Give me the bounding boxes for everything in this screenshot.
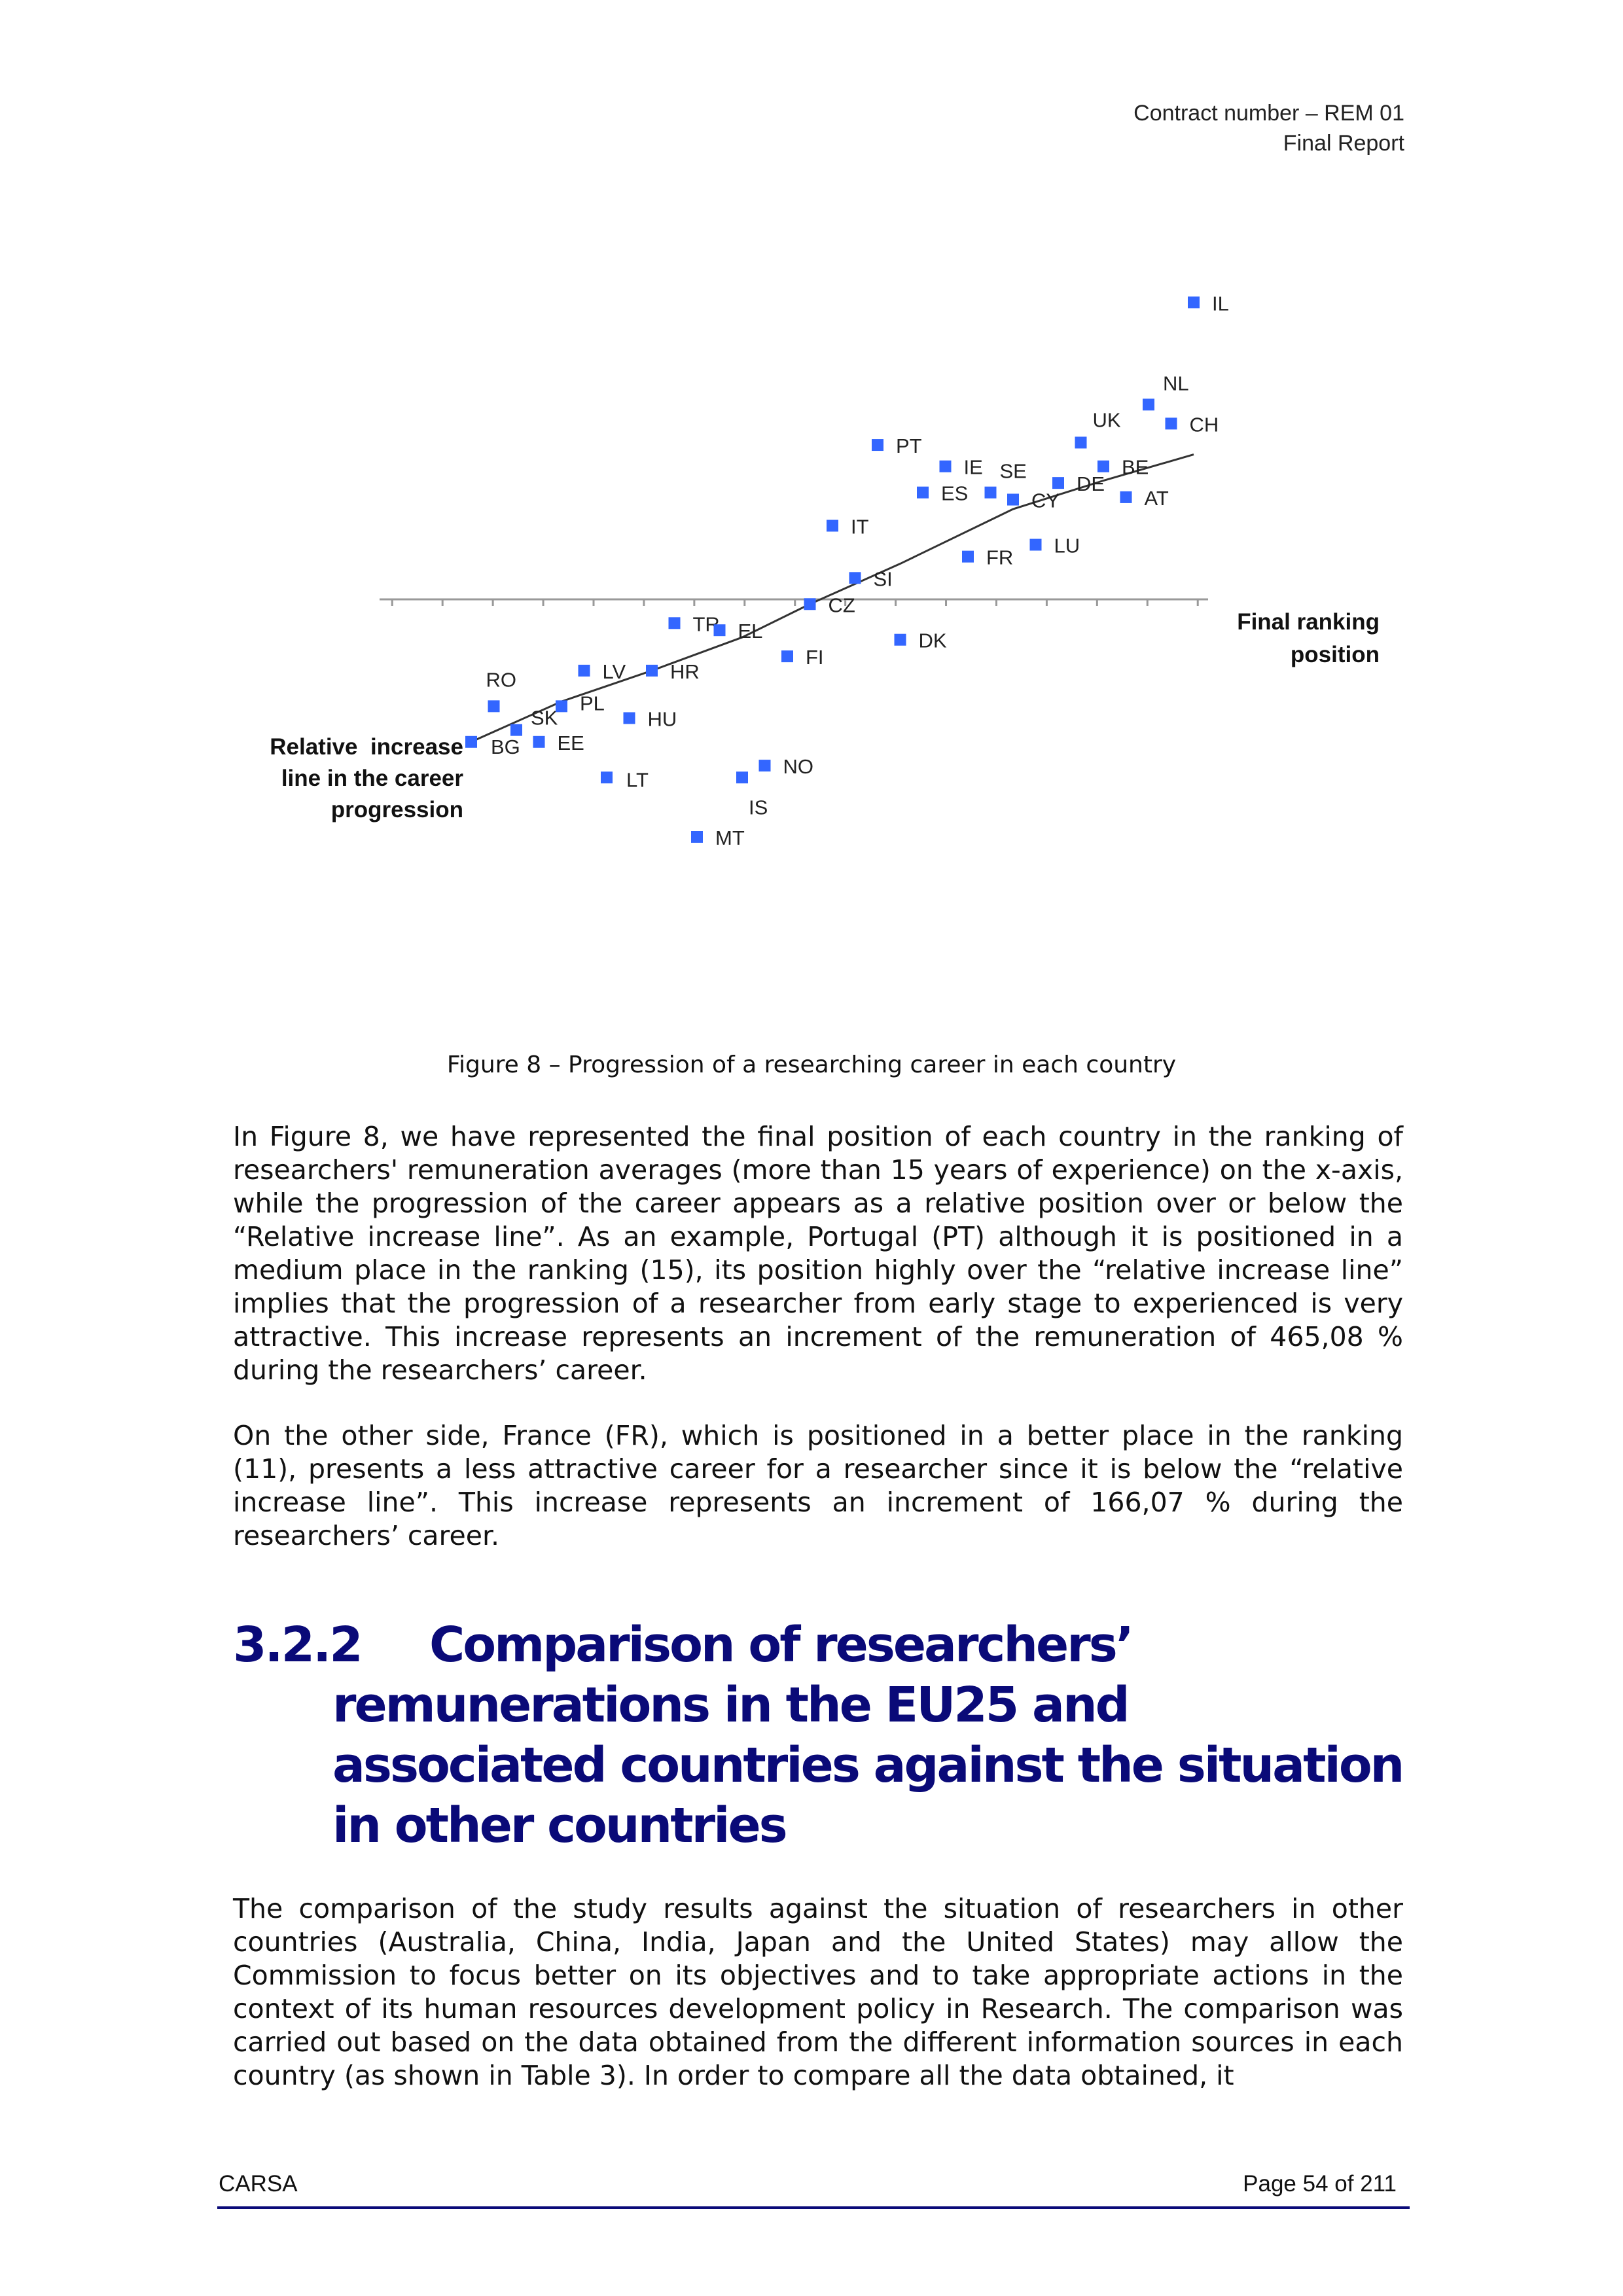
point-at: [1120, 491, 1132, 503]
point-fi: [781, 650, 793, 663]
page-header: Contract number – REM 01 Final Report: [1133, 98, 1404, 158]
data-points: BGROSKEEPLLVLTHUHRTRMTELISNOFICZITSIPTDK…: [465, 292, 1229, 849]
point-label-cy: CY: [1031, 489, 1060, 512]
point-ro: [488, 700, 500, 713]
point-tr: [668, 617, 681, 629]
point-no: [758, 760, 771, 772]
point-mt: [691, 831, 703, 843]
point-lu: [1029, 539, 1042, 551]
point-label-lv: LV: [603, 660, 626, 683]
point-label-it: IT: [851, 515, 869, 538]
paragraph-comparison: The comparison of the study results agai…: [233, 1893, 1403, 2091]
footer-divider: [217, 2206, 1410, 2209]
point-label-lu: LU: [1054, 535, 1080, 557]
point-ee: [533, 735, 545, 748]
point-label-mt: MT: [715, 826, 745, 849]
point-ch: [1165, 417, 1177, 430]
point-label-hu: HU: [648, 708, 677, 731]
point-it: [827, 520, 838, 532]
point-fr: [962, 550, 974, 563]
point-label-sk: SK: [531, 707, 558, 730]
point-dk: [894, 633, 906, 646]
point-label-il: IL: [1212, 292, 1229, 315]
point-label-be: BE: [1122, 456, 1149, 479]
point-cz: [804, 598, 816, 610]
point-bg: [465, 735, 477, 748]
point-hr: [646, 664, 658, 677]
point-se: [984, 486, 997, 499]
point-label-ro: RO: [486, 668, 517, 691]
point-de: [1052, 477, 1064, 489]
point-es: [917, 486, 929, 499]
point-pt: [872, 439, 883, 451]
point-label-at: AT: [1145, 487, 1169, 510]
point-is: [736, 771, 748, 784]
point-label-uk: UK: [1093, 408, 1121, 431]
point-label-si: SI: [874, 567, 893, 590]
paragraph-france-example: On the other side, France (FR), which is…: [233, 1420, 1403, 1551]
section-heading: 3.2.2 Comparison of researchers’ remuner…: [233, 1615, 1411, 1856]
section-title: Comparison of researchers’ remunerations…: [332, 1617, 1404, 1854]
point-label-ee: EE: [558, 732, 584, 754]
x-axis-ticks: [391, 599, 1199, 606]
point-si: [849, 572, 861, 584]
y-axis-label-line2: line in the career: [281, 766, 464, 791]
point-label-el: EL: [738, 620, 763, 643]
section-number: 3.2.2: [233, 1617, 363, 1673]
point-label-hr: HR: [670, 660, 700, 683]
footer-company: CARSA: [219, 2171, 298, 2197]
point-label-ie: IE: [964, 456, 983, 479]
point-label-de: DE: [1077, 472, 1105, 495]
point-sk: [510, 724, 522, 736]
point-label-pt: PT: [896, 434, 922, 457]
page-footer: CARSA Page 54 of 211: [219, 2171, 1410, 2197]
point-label-bg: BG: [491, 735, 520, 758]
y-axis-label-line3: progression: [331, 797, 463, 822]
figure-caption: Figure 8 – Progression of a researching …: [446, 1051, 1177, 1078]
report-type: Final Report: [1283, 131, 1404, 156]
point-lt: [601, 771, 613, 784]
point-uk: [1075, 436, 1087, 449]
point-el: [713, 624, 726, 637]
point-label-no: NO: [783, 755, 814, 778]
y-axis-label-line1: Relative increase: [270, 734, 463, 760]
point-label-nl: NL: [1163, 372, 1189, 395]
point-label-es: ES: [941, 482, 968, 505]
point-ie: [939, 460, 952, 472]
point-be: [1097, 460, 1109, 472]
point-hu: [623, 712, 635, 724]
point-label-lt: LT: [626, 768, 649, 791]
point-il: [1188, 296, 1200, 309]
contract-number: Contract number – REM 01: [1133, 101, 1404, 126]
point-label-ch: CH: [1190, 413, 1219, 436]
page-number: Page 54 of 211: [1243, 2171, 1397, 2197]
point-cy: [1007, 493, 1019, 506]
x-axis-label-line1: Final ranking: [1237, 609, 1380, 635]
point-label-is: IS: [749, 796, 768, 819]
point-pl: [556, 700, 567, 713]
point-lv: [578, 664, 590, 677]
point-label-cz: CZ: [829, 593, 855, 616]
point-label-pl: PL: [580, 692, 605, 715]
point-label-dk: DK: [919, 629, 947, 652]
point-label-se: SE: [1000, 460, 1027, 483]
career-progression-scatter-chart: BGROSKEEPLLVLTHUHRTRMTELISNOFICZITSIPTDK…: [270, 292, 1380, 849]
x-axis-label-line2: position: [1291, 642, 1380, 667]
point-label-fi: FI: [806, 646, 824, 669]
paragraph-figure-explanation: In Figure 8, we have represented the fin…: [233, 1121, 1403, 1386]
point-label-fr: FR: [986, 546, 1013, 569]
point-nl: [1143, 398, 1154, 411]
